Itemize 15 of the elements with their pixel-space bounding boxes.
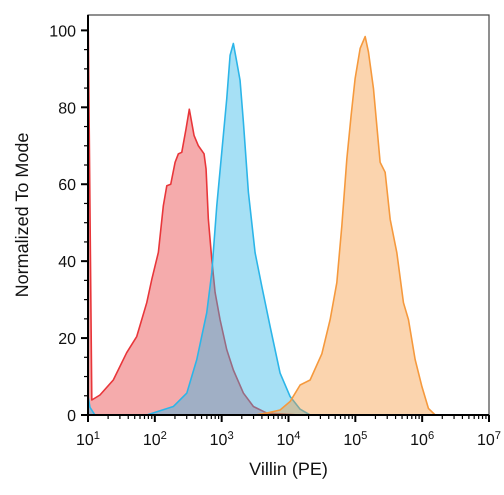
y-tick-label: 60 [58, 177, 76, 194]
x-tick-label: 10$^{1}$ [76, 430, 100, 449]
y-tick-label: 0 [67, 408, 76, 425]
y-tick-label: 80 [58, 100, 76, 118]
x-axis-title: Villin (PE) [249, 459, 328, 479]
x-tick-label: 10$^{3}$ [210, 430, 234, 449]
x-tick-label: 10$^{6}$ [410, 430, 434, 449]
x-tick-label: 10$^{7}$ [476, 430, 502, 449]
y-tick-label: 40 [58, 254, 76, 272]
y-axis-title: Normalized To Mode [12, 132, 32, 298]
y-tick-label: 20 [58, 331, 76, 348]
x-tick-label: 10$^{5}$ [343, 430, 368, 449]
x-tick-label: 10$^{2}$ [142, 430, 167, 449]
y-tick-label: 100 [49, 23, 76, 40]
x-tick-label: 10$^{4}$ [276, 430, 301, 449]
